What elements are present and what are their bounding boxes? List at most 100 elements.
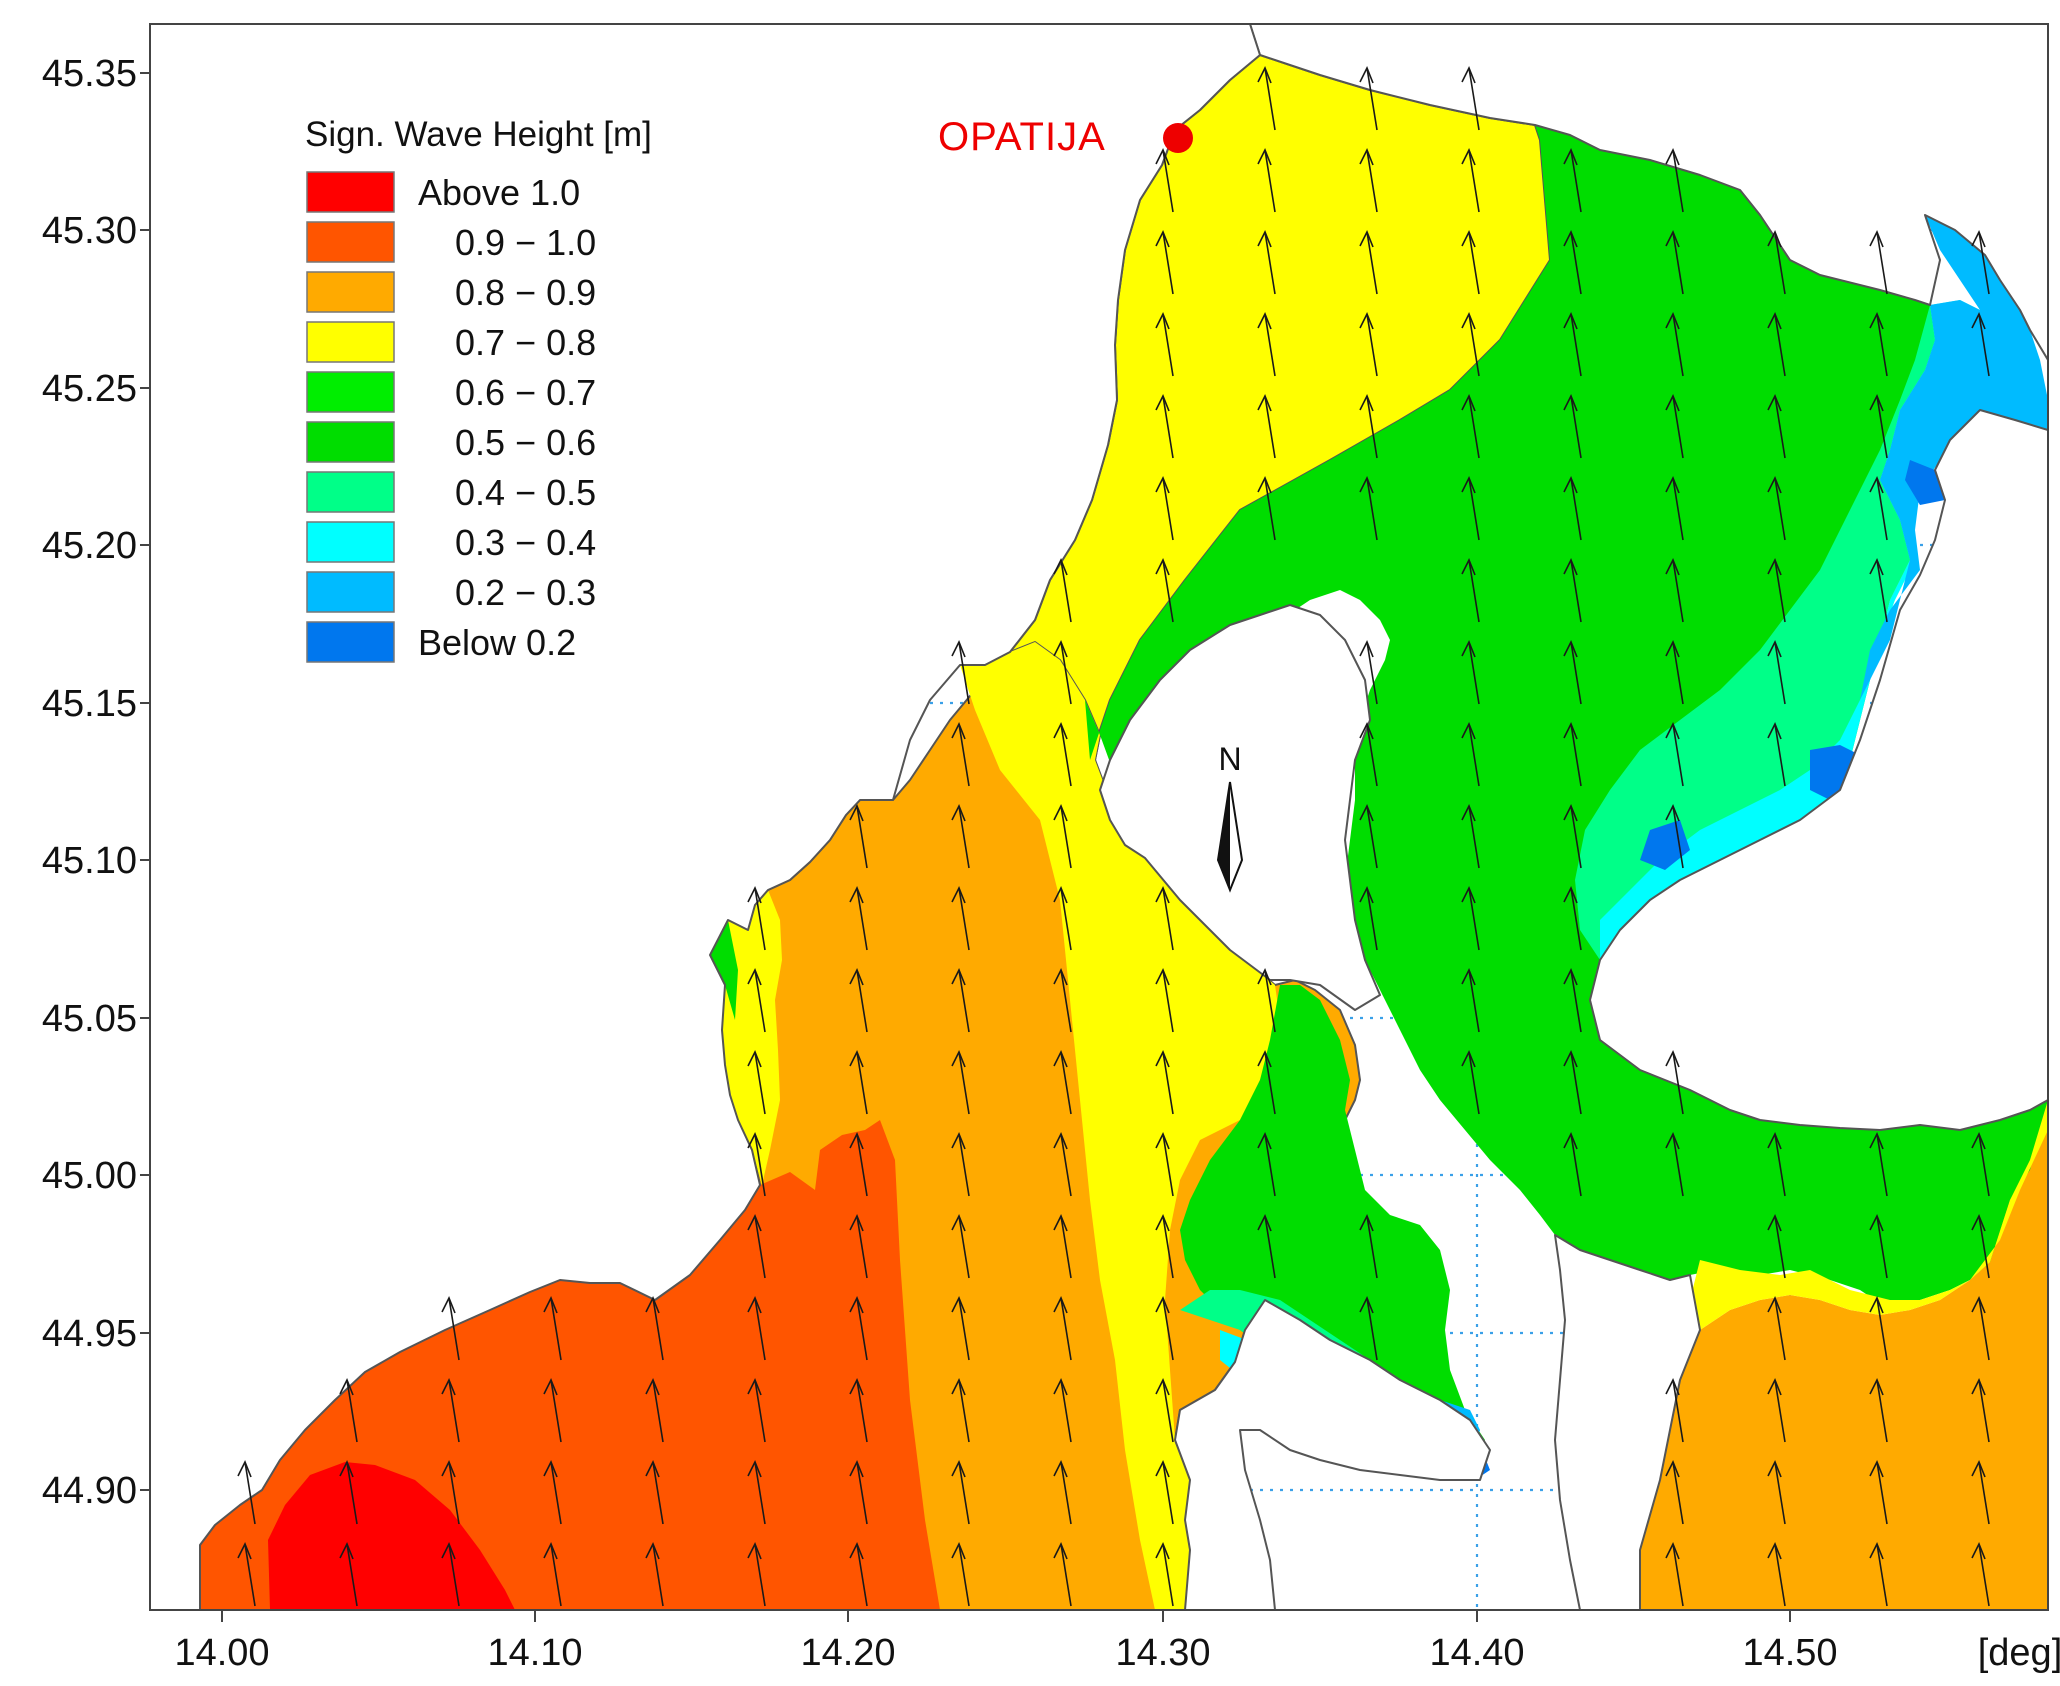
wave-arrow	[1767, 230, 1786, 295]
wave-arrow	[1767, 1542, 1786, 1607]
wave-arrow	[1053, 804, 1072, 869]
wave-arrow	[1155, 886, 1174, 951]
wave-arrow	[951, 722, 970, 787]
legend-label: Above 1.0	[418, 172, 580, 213]
legend-label: 0.8 − 0.9	[455, 272, 596, 313]
wave-arrow	[1461, 1050, 1480, 1115]
land-island-krk-south	[1554, 1234, 1701, 1610]
wave-arrow	[1971, 1214, 1990, 1279]
wave-arrow	[1461, 886, 1480, 951]
wave-arrow	[1563, 640, 1582, 705]
wave-arrow	[1767, 476, 1786, 541]
wave-arrow	[1359, 230, 1378, 295]
wave-arrow	[1359, 394, 1378, 459]
wave-arrow	[747, 1542, 766, 1607]
legend-label: Below 0.2	[418, 622, 576, 663]
wave-arrow	[1053, 1214, 1072, 1279]
wave-arrow	[1971, 1132, 1990, 1197]
wave-arrow	[1563, 804, 1582, 869]
wave-arrow	[1869, 1460, 1888, 1525]
wave-arrow	[1665, 1378, 1684, 1443]
wave-arrow	[543, 1542, 562, 1607]
wave-arrow	[1053, 1460, 1072, 1525]
wave-arrow	[441, 1542, 460, 1607]
wave-arrow	[951, 1378, 970, 1443]
wave-arrow	[1155, 1132, 1174, 1197]
wave-arrow	[951, 1050, 970, 1115]
wave-arrow	[1257, 394, 1276, 459]
legend-label: 0.6 − 0.7	[455, 372, 596, 413]
wave-arrow	[1869, 230, 1888, 295]
wave-arrow	[1461, 804, 1480, 869]
wave-arrow	[1359, 804, 1378, 869]
wave-arrow	[1767, 1460, 1786, 1525]
wave-arrow	[1767, 640, 1786, 705]
wave-arrow	[1461, 476, 1480, 541]
wave-arrow	[1053, 1378, 1072, 1443]
place-label-opatija: OPATIJA	[938, 115, 1106, 159]
wave-arrow	[1563, 1132, 1582, 1197]
wave-arrow	[1869, 1296, 1888, 1361]
opatija-dot	[1163, 123, 1193, 153]
y-tick-label: 45.25	[42, 368, 137, 410]
wave-arrow	[441, 1296, 460, 1361]
legend-swatch	[306, 321, 395, 363]
wave-arrow	[849, 886, 868, 951]
wave-arrow	[951, 640, 970, 705]
wave-arrow	[1869, 1378, 1888, 1443]
wave-arrow	[1257, 230, 1276, 295]
wave-arrow	[1155, 148, 1174, 213]
wave-arrow	[1665, 804, 1684, 869]
wave-arrow	[747, 1132, 766, 1197]
wave-arrow	[849, 804, 868, 869]
wave-arrow	[849, 1460, 868, 1525]
wave-arrow	[1767, 558, 1786, 623]
wave-arrow	[1665, 1542, 1684, 1607]
north-arrow-icon: N	[1216, 741, 1244, 893]
wave-arrow	[1053, 1296, 1072, 1361]
wave-arrow	[237, 1460, 256, 1525]
wave-arrow	[1461, 640, 1480, 705]
legend-label: 0.2 − 0.3	[455, 572, 596, 613]
wave-arrow	[1869, 394, 1888, 459]
contour-east-lightgreen	[1575, 305, 1935, 960]
y-tick-label: 44.95	[42, 1313, 137, 1355]
wave-arrow	[1767, 1214, 1786, 1279]
wave-arrow	[1869, 476, 1888, 541]
wave-arrow	[1971, 230, 1990, 295]
wave-arrow	[747, 1378, 766, 1443]
wave-arrow	[1359, 148, 1378, 213]
wave-arrow	[1155, 1296, 1174, 1361]
wave-arrow	[1563, 148, 1582, 213]
wave-arrow	[849, 1132, 868, 1197]
north-label: N	[1218, 741, 1241, 777]
y-tick-label: 45.05	[42, 998, 137, 1040]
wave-arrow	[1665, 1460, 1684, 1525]
wave-arrow	[645, 1460, 664, 1525]
contour-southeast-orange	[1640, 1100, 2048, 1610]
wave-arrow	[1869, 1542, 1888, 1607]
legend-label: 0.3 − 0.4	[455, 522, 596, 563]
land-island-east	[1589, 409, 2048, 1131]
legend-swatch	[306, 571, 395, 613]
wave-arrow	[237, 1542, 256, 1607]
legend-swatch	[306, 621, 395, 663]
wave-arrow	[1767, 1132, 1786, 1197]
wave-arrow	[1155, 1214, 1174, 1279]
wave-arrow	[1563, 476, 1582, 541]
wave-arrow	[1461, 230, 1480, 295]
wave-arrow	[1767, 1378, 1786, 1443]
wave-arrow	[1767, 312, 1786, 377]
wave-arrow	[1767, 1296, 1786, 1361]
wave-arrow	[747, 968, 766, 1033]
wave-arrow	[1665, 476, 1684, 541]
wave-height-contours	[150, 24, 2048, 1610]
wave-arrow	[1053, 558, 1072, 623]
wave-arrow	[1257, 66, 1276, 131]
contour-south-green	[1180, 985, 1485, 1470]
wave-arrow	[1869, 312, 1888, 377]
wave-arrow	[747, 1050, 766, 1115]
y-tick-label: 45.20	[42, 525, 137, 567]
wave-arrow	[1257, 312, 1276, 377]
opatija-marker: OPATIJA	[938, 115, 1193, 159]
